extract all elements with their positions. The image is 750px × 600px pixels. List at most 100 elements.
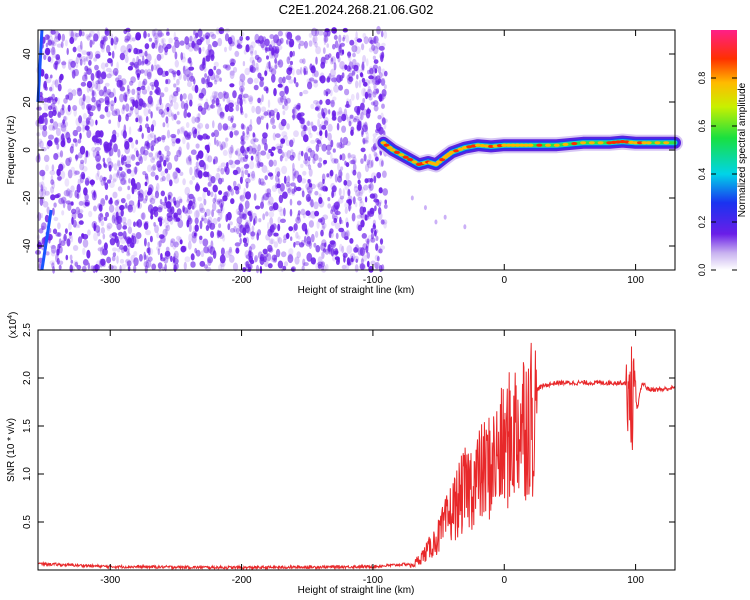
noise-point [279, 90, 285, 97]
noise-point [71, 216, 74, 225]
noise-point [71, 89, 77, 97]
noise-point [89, 30, 95, 37]
noise-point [271, 205, 276, 212]
noise-point [366, 159, 371, 166]
noise-point [61, 61, 67, 66]
noise-point [333, 215, 339, 220]
noise-point [273, 232, 279, 237]
noise-point [349, 39, 355, 46]
noise-point [87, 262, 91, 270]
noise-point [86, 68, 92, 75]
noise-point [186, 214, 191, 222]
noise-point [142, 198, 148, 204]
noise-point [120, 198, 126, 204]
noise-point [276, 111, 280, 121]
noise-point [164, 223, 170, 228]
trace-peak [545, 143, 551, 147]
noise-point [330, 68, 336, 78]
noise-point [196, 154, 199, 161]
noise-point [145, 195, 148, 202]
noise-point [54, 53, 59, 60]
noise-point [339, 219, 344, 224]
noise-point [264, 38, 270, 47]
noise-point [165, 102, 171, 112]
noise-point [102, 248, 108, 256]
noise-point [89, 105, 96, 112]
noise-point [123, 231, 128, 241]
noise-point [119, 258, 125, 264]
noise-point [96, 204, 103, 210]
noise-point [82, 93, 86, 102]
noise-point [50, 74, 53, 79]
noise-point [128, 178, 131, 184]
noise-point [62, 137, 66, 146]
noise-point [222, 123, 229, 131]
noise-point [82, 74, 88, 82]
noise-point [352, 169, 357, 176]
noise-point [266, 152, 271, 160]
noise-point [244, 67, 250, 76]
noise-point [98, 89, 105, 97]
noise-point [122, 130, 127, 139]
noise-point [370, 228, 374, 234]
noise-point [112, 67, 119, 76]
noise-point [275, 248, 281, 258]
noise-point [195, 161, 200, 168]
noise-point [323, 33, 328, 39]
noise-point [318, 218, 323, 223]
noise-point [83, 125, 87, 131]
noise-point [134, 106, 139, 115]
noise-point [124, 94, 128, 103]
noise-point [225, 63, 231, 70]
noise-point [172, 256, 176, 263]
noise-point [260, 201, 264, 209]
noise-point [347, 51, 351, 59]
noise-point [100, 71, 107, 80]
noise-point [229, 83, 235, 88]
noise-point [71, 69, 76, 79]
trace-peak [453, 149, 460, 153]
noise-point [372, 228, 379, 234]
noise-point [349, 98, 352, 108]
noise-point [47, 39, 53, 46]
noise-point [145, 229, 151, 236]
noise-point [205, 208, 211, 217]
noise-point [336, 142, 340, 149]
noise-point [277, 148, 283, 154]
noise-point [124, 55, 129, 64]
noise-point [93, 232, 98, 242]
noise-point [117, 186, 123, 192]
noise-point [160, 190, 165, 197]
noise-point [59, 150, 64, 158]
noise-point [230, 189, 234, 196]
noise-point [137, 114, 141, 122]
noise-point [81, 101, 86, 110]
noise-point [74, 189, 79, 199]
trace-peak [641, 141, 648, 145]
noise-point [275, 167, 281, 176]
noise-point [242, 130, 245, 137]
noise-point [130, 106, 134, 111]
noise-point [120, 45, 127, 54]
noise-point [90, 73, 95, 81]
noise-point [372, 64, 378, 70]
noise-point [157, 136, 162, 142]
noise-point [108, 51, 112, 56]
noise-point [138, 253, 143, 262]
noise-point [335, 204, 339, 210]
noise-point [222, 149, 228, 156]
noise-point [142, 55, 145, 65]
noise-point [202, 46, 205, 52]
noise-point [138, 49, 143, 54]
noise-point [320, 229, 324, 237]
noise-point [327, 123, 333, 132]
noise-point [288, 248, 294, 256]
noise-point [224, 166, 227, 173]
noise-point [288, 79, 294, 84]
noise-point [209, 71, 216, 81]
noise-point [380, 30, 384, 38]
noise-point [118, 166, 123, 171]
noise-point [61, 104, 66, 114]
noise-point [325, 31, 328, 37]
noise-point [78, 200, 84, 206]
